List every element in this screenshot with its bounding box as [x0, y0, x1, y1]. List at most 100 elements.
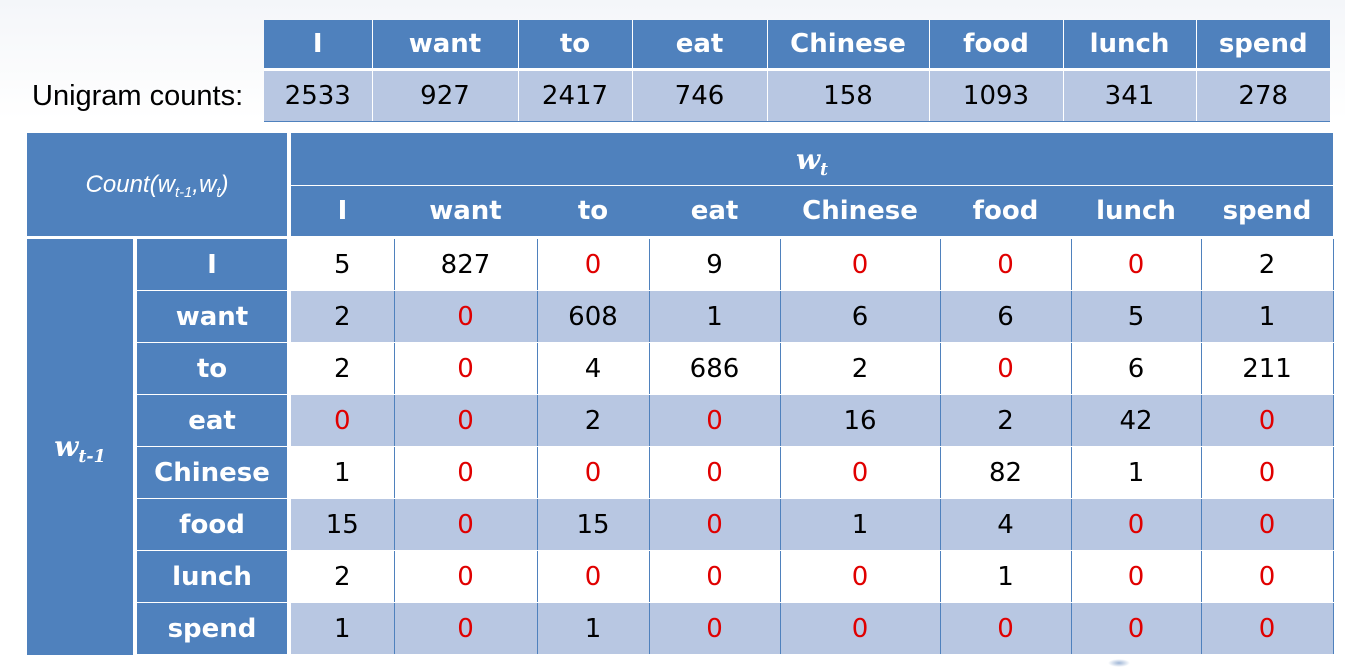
unigram-count: 746	[632, 69, 768, 122]
column-header: spend	[1201, 185, 1334, 239]
bigram-count-cell: 6	[940, 290, 1072, 343]
bigram-count-cell: 0	[1071, 237, 1202, 291]
unigram-count: 2417	[518, 69, 633, 122]
unigram-word: food	[929, 20, 1064, 71]
bigram-count-cell: 0	[649, 498, 781, 551]
column-header: eat	[649, 185, 780, 239]
table-row: Chinese 1 0 0 0 0 82 1 0	[27, 446, 1334, 499]
bigram-count-cell: 4	[537, 342, 650, 395]
row-header: eat	[135, 394, 291, 447]
bigram-count-cell: 6	[780, 290, 941, 343]
bigram-count-cell: 0	[1071, 498, 1202, 551]
bigram-count-cell: 0	[394, 550, 538, 603]
bigram-count-cell: 1	[537, 602, 650, 655]
bigram-count-cell: 1	[289, 446, 395, 499]
unigram-count: 341	[1063, 69, 1197, 122]
unigram-word: spend	[1196, 20, 1330, 71]
bigram-count-cell: 0	[940, 342, 1072, 395]
bigram-count-cell: 0	[1201, 550, 1334, 603]
bigram-count-cell: 42	[1071, 394, 1202, 447]
bigram-count-cell: 0	[649, 446, 781, 499]
column-header: I	[289, 185, 394, 239]
unigram-count: 927	[372, 69, 519, 122]
bigram-count-cell: 0	[394, 446, 538, 499]
bigram-count-cell: 1	[649, 290, 781, 343]
bigram-count-cell: 0	[394, 602, 538, 655]
corner-watermark	[1108, 659, 1130, 667]
bigram-count-cell: 0	[1071, 602, 1202, 655]
unigram-counts-label: Unigram counts:	[32, 80, 244, 112]
bigram-count-cell: 0	[940, 602, 1072, 655]
bigram-count-cell: 0	[780, 237, 941, 291]
bigram-count-cell: 0	[1201, 394, 1334, 447]
table-row: spend 1 0 1 0 0 0 0 0	[27, 602, 1334, 655]
unigram-word: eat	[632, 20, 768, 71]
unigram-word: lunch	[1063, 20, 1197, 71]
bigram-count-cell: 6	[1071, 342, 1202, 395]
bigram-count-cell: 0	[780, 602, 941, 655]
bigram-count-cell: 1	[780, 498, 941, 551]
bigram-count-cell: 4	[940, 498, 1072, 551]
bigram-count-cell: 0	[537, 237, 650, 291]
unigram-word: to	[518, 20, 633, 71]
count-function-label: Count(wt-1,wt)	[27, 133, 291, 239]
row-header: I	[135, 237, 291, 291]
bigram-count-cell: 0	[940, 237, 1072, 291]
bigram-count-cell: 0	[394, 342, 538, 395]
bigram-count-cell: 1	[1201, 290, 1334, 343]
bigram-count-cell: 2	[780, 342, 941, 395]
column-header: Chinese	[780, 185, 940, 239]
bigram-count-cell: 0	[780, 446, 941, 499]
row-header: spend	[135, 602, 291, 655]
bigram-count-cell: 1	[940, 550, 1072, 603]
bigram-count-cell: 15	[537, 498, 650, 551]
column-header: food	[940, 185, 1071, 239]
bigram-count-cell: 0	[649, 550, 781, 603]
table-row: want 2 0 608 1 6 6 5 1	[27, 290, 1334, 343]
unigram-count: 158	[767, 69, 930, 122]
unigram-table: I want to eat Chinese food lunch spend 2…	[264, 20, 1330, 122]
bigram-count-cell: 1	[1071, 446, 1202, 499]
unigram-count-row: 2533 927 2417 746 158 1093 341 278	[264, 69, 1330, 122]
unigram-header-row: I want to eat Chinese food lunch spend	[264, 20, 1330, 71]
bigram-count-cell: 2	[289, 342, 395, 395]
unigram-word: want	[372, 20, 519, 71]
unigram-count: 1093	[929, 69, 1064, 122]
table-row: to 2 0 4 686 2 0 6 211	[27, 342, 1334, 395]
row-header: Chinese	[135, 446, 291, 499]
bigram-count-cell: 608	[537, 290, 650, 343]
bigram-count-cell: 0	[289, 394, 395, 447]
bigram-count-cell: 0	[1201, 602, 1334, 655]
bigram-count-cell: 9	[649, 237, 781, 291]
bigram-count-cell: 82	[940, 446, 1072, 499]
column-header: lunch	[1071, 185, 1201, 239]
bigram-count-cell: 0	[649, 602, 781, 655]
row-header: lunch	[135, 550, 291, 603]
bigram-count-cell: 0	[394, 290, 538, 343]
bigram-count-cell: 0	[1201, 446, 1334, 499]
row-header: food	[135, 498, 291, 551]
row-header: want	[135, 290, 291, 343]
bigram-count-cell: 2	[537, 394, 650, 447]
bigram-count-cell: 15	[289, 498, 395, 551]
bigram-count-cell: 0	[649, 394, 781, 447]
current-word-group-header: wt	[289, 133, 1334, 186]
table-row: food 15 0 15 0 1 4 0 0	[27, 498, 1334, 551]
bigram-count-cell: 2	[289, 550, 395, 603]
bigram-count-cell: 16	[780, 394, 941, 447]
previous-word-group-header: wt-1	[27, 237, 137, 655]
column-header: to	[537, 185, 649, 239]
table-row: lunch 2 0 0 0 0 1 0 0	[27, 550, 1334, 603]
unigram-count: 278	[1196, 69, 1330, 122]
table-row: wt-1 I 5 827 0 9 0 0 0 2	[27, 237, 1334, 655]
bigram-count-cell: 0	[1071, 550, 1202, 603]
unigram-word: Chinese	[767, 20, 930, 71]
bigram-count-cell: 211	[1201, 342, 1334, 395]
bigram-count-cell: 2	[940, 394, 1072, 447]
bigram-count-cell: 0	[780, 550, 941, 603]
bigram-count-cell: 0	[394, 394, 538, 447]
bigram-count-cell: 1	[289, 602, 395, 655]
bigram-count-cell: 0	[1201, 498, 1334, 551]
